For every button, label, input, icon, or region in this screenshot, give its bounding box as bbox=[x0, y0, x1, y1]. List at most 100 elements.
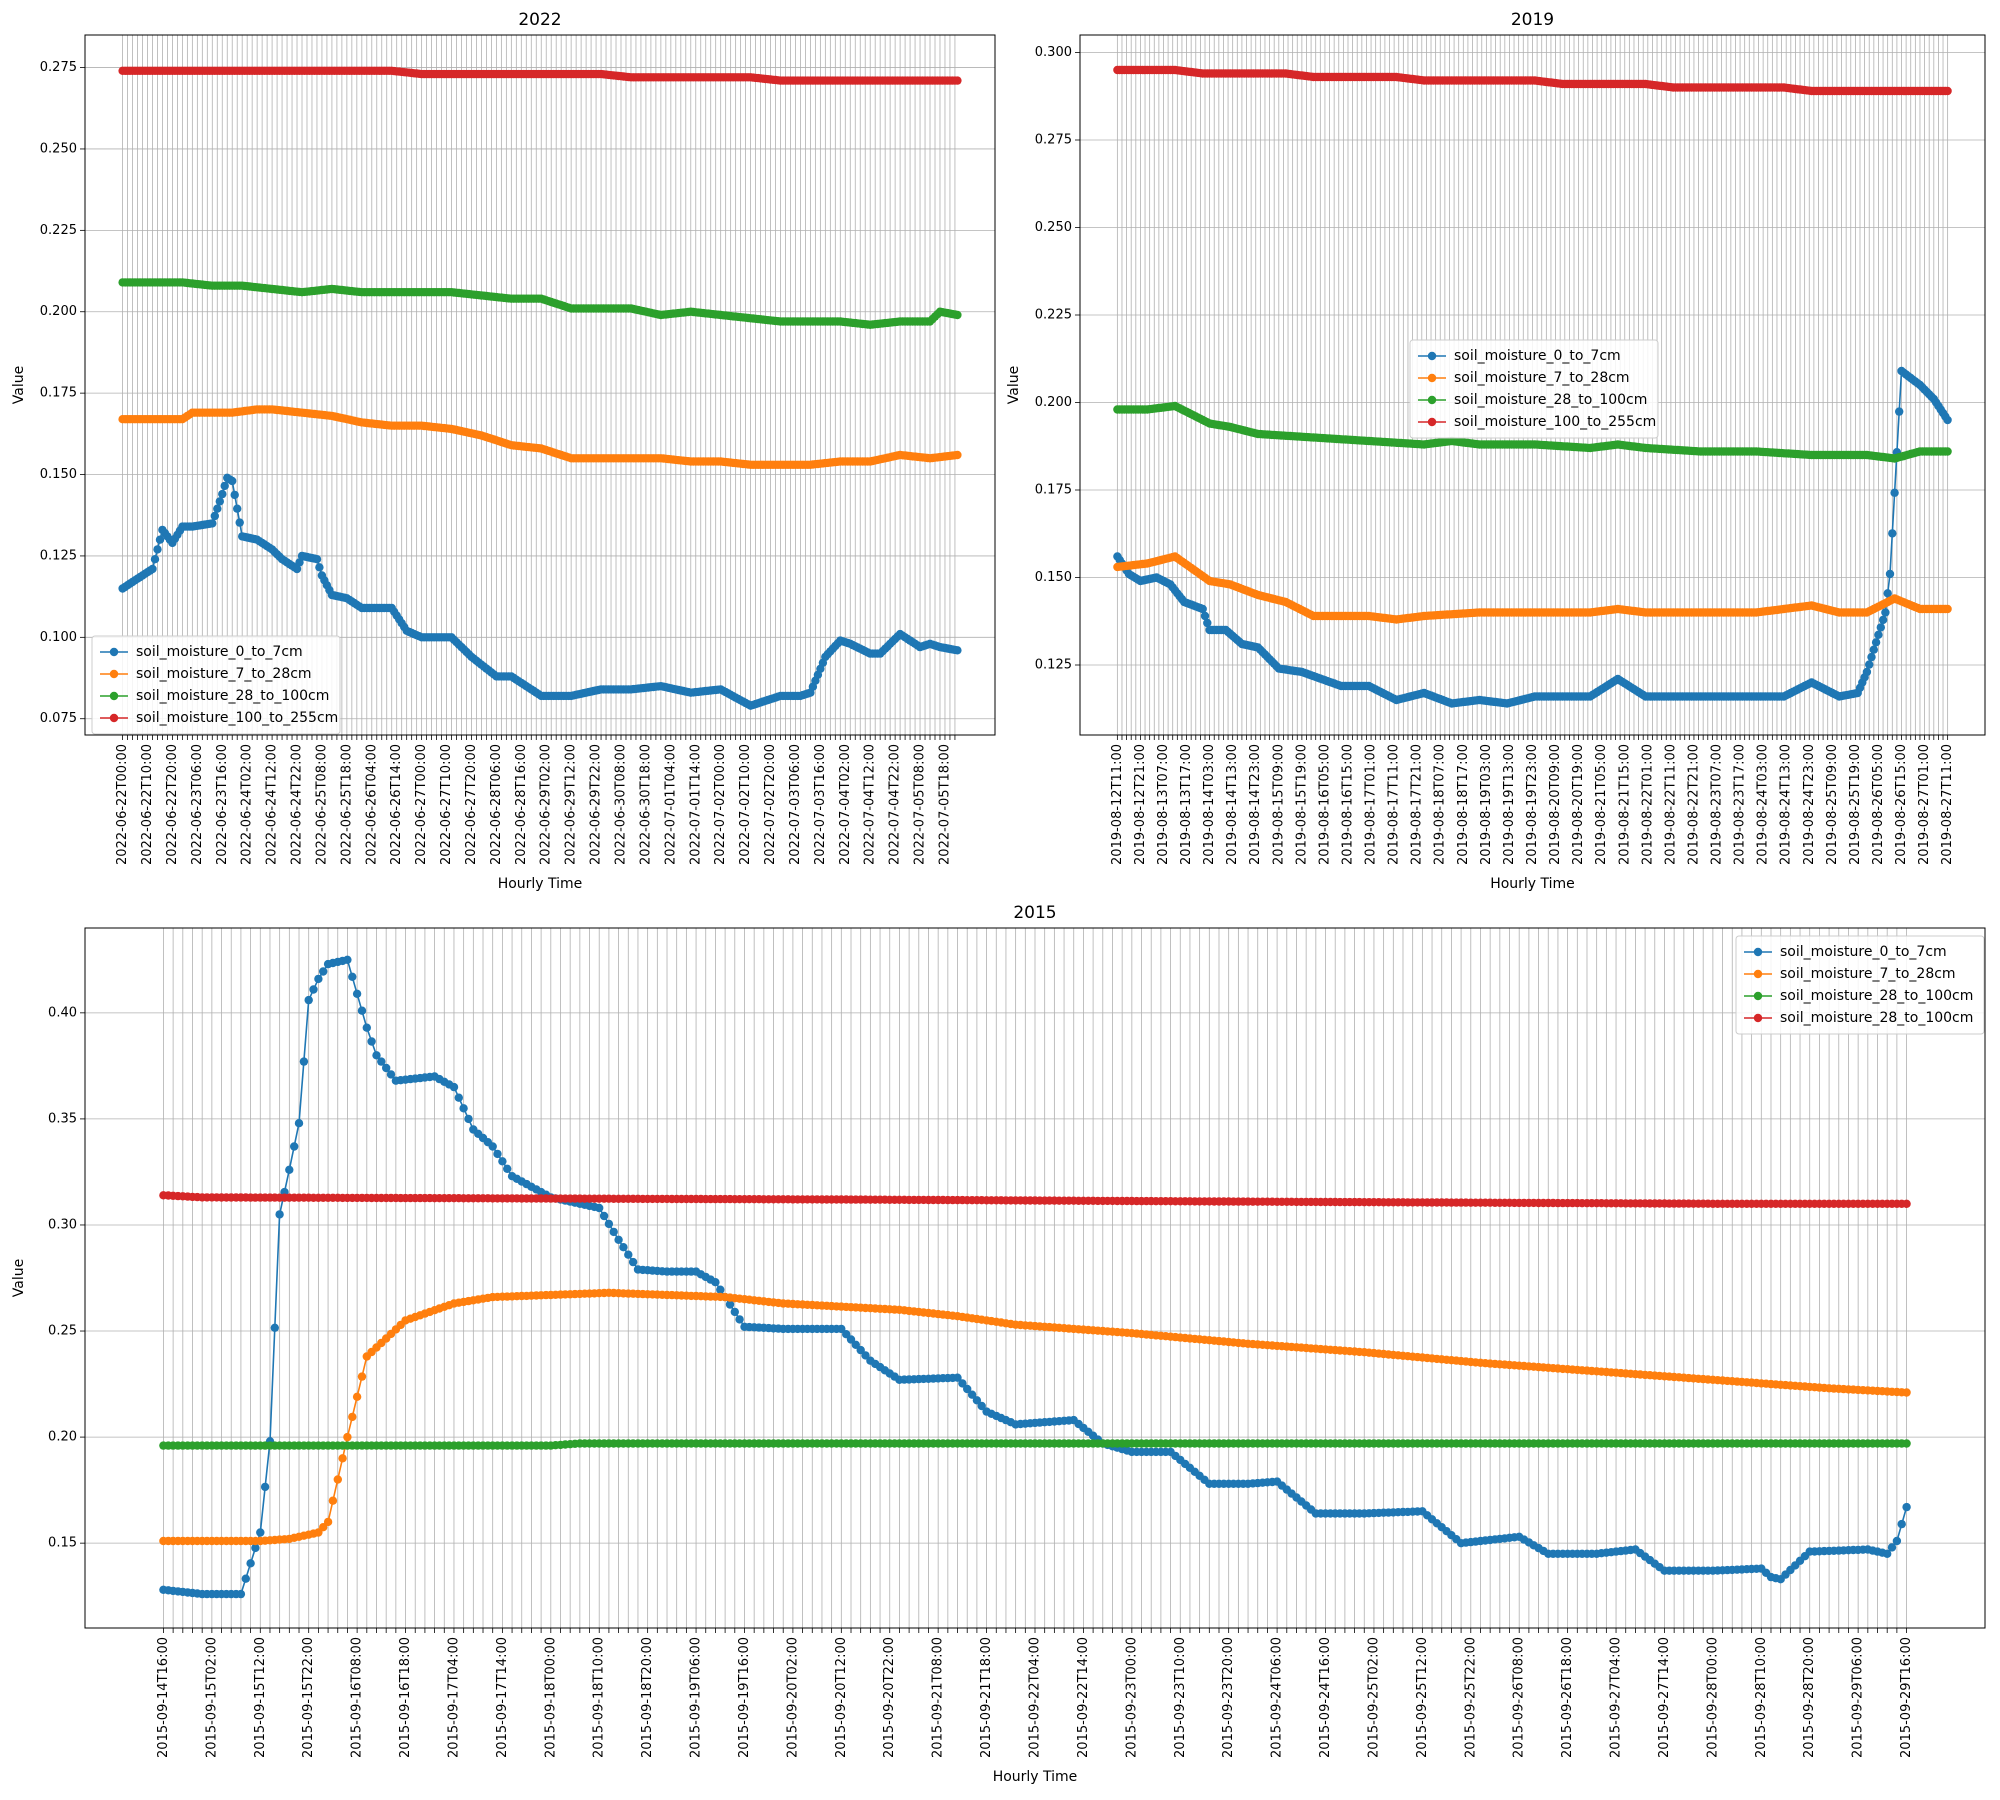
data-point bbox=[953, 1373, 962, 1382]
x-tick-label: 2019-08-24T23:00 bbox=[1802, 744, 1817, 865]
x-tick-label: 2019-08-17T11:00 bbox=[1387, 744, 1402, 865]
x-tick-label: 2015-09-23T10:00 bbox=[1173, 1637, 1188, 1758]
data-point bbox=[251, 1543, 260, 1553]
y-tick-label: 0.225 bbox=[40, 223, 77, 238]
data-point bbox=[861, 1351, 870, 1360]
x-tick-label: 2015-09-25T12:00 bbox=[1415, 1637, 1430, 1758]
legend-label: soil_moisture_0_to_7cm bbox=[1454, 348, 1621, 364]
data-point bbox=[619, 1243, 628, 1252]
data-point bbox=[1897, 1519, 1906, 1529]
x-tick-label: 2022-06-26T04:00 bbox=[364, 744, 379, 865]
x-tick-label: 2015-09-19T16:00 bbox=[737, 1637, 752, 1758]
data-point bbox=[372, 1051, 381, 1060]
data-point bbox=[1902, 1388, 1911, 1397]
x-tick-label: 2015-09-24T06:00 bbox=[1270, 1637, 1285, 1758]
data-point bbox=[1885, 569, 1895, 579]
data-point bbox=[977, 1401, 986, 1411]
data-point bbox=[1203, 618, 1212, 628]
data-point bbox=[1874, 630, 1883, 639]
x-tick-label: 2022-07-03T06:00 bbox=[788, 744, 803, 865]
x-tick-label: 2022-06-30T18:00 bbox=[638, 744, 653, 865]
data-point bbox=[150, 555, 160, 564]
data-point bbox=[953, 646, 962, 655]
data-point bbox=[498, 1157, 507, 1166]
plot-frame bbox=[1079, 34, 1986, 736]
x-gridlines bbox=[163, 928, 1907, 1628]
x-tick-label: 2022-07-01T04:00 bbox=[663, 744, 678, 865]
x-tick-label: 2015-09-16T18:00 bbox=[398, 1637, 413, 1758]
x-tick-label: 2015-09-20T02:00 bbox=[785, 1637, 800, 1758]
chart-title: 2019 bbox=[1511, 10, 1554, 30]
y-tick-label: 0.175 bbox=[1035, 483, 1072, 498]
x-tick-label: 2022-06-23T06:00 bbox=[190, 744, 205, 865]
data-point bbox=[235, 518, 244, 527]
data-point bbox=[1902, 1502, 1911, 1512]
x-tick-label: 2015-09-21T08:00 bbox=[931, 1637, 946, 1758]
data-point bbox=[725, 1300, 735, 1309]
x-tick-label: 2022-07-04T22:00 bbox=[888, 744, 903, 865]
legend-box bbox=[1409, 339, 1659, 439]
data-point bbox=[333, 1475, 342, 1484]
data-point bbox=[377, 1057, 386, 1066]
x-tick-label: 2019-08-22T11:00 bbox=[1663, 744, 1678, 865]
x-tick-label: 2015-09-25T02:00 bbox=[1366, 1637, 1381, 1758]
data-point bbox=[309, 985, 318, 994]
x-tick-label: 2022-06-30T08:00 bbox=[613, 744, 628, 865]
x-tick-label: 2015-09-15T02:00 bbox=[204, 1637, 219, 1758]
x-tick-label: 2022-06-22T00:00 bbox=[115, 744, 130, 865]
x-tick-label: 2022-06-23T16:00 bbox=[215, 744, 230, 865]
data-point bbox=[343, 1432, 352, 1442]
data-point bbox=[352, 989, 362, 998]
data-point bbox=[256, 1528, 265, 1537]
series-soil_moisture_7_to_28cm bbox=[118, 405, 962, 469]
data-point bbox=[348, 1412, 357, 1422]
data-point bbox=[338, 1454, 347, 1463]
y-tick-label: 0.35 bbox=[48, 1111, 77, 1126]
x-tick-label: 2015-09-20T22:00 bbox=[882, 1637, 897, 1758]
x-tick-label: 2022-06-22T20:00 bbox=[165, 744, 180, 865]
data-point bbox=[609, 1227, 618, 1237]
x-tick-label: 2022-07-01T14:00 bbox=[688, 744, 703, 865]
series-soil_moisture_7_to_28cm bbox=[159, 1288, 1911, 1546]
data-point bbox=[711, 1278, 720, 1287]
data-point bbox=[215, 497, 224, 506]
x-tick-label: 2015-09-29T16:00 bbox=[1899, 1637, 1914, 1758]
y-tick-label: 0.15 bbox=[48, 1536, 77, 1551]
x-axis-label: Hourly Time bbox=[1490, 876, 1575, 892]
data-point bbox=[488, 1142, 497, 1151]
x-tick-label: 2022-06-27T00:00 bbox=[414, 744, 429, 865]
data-point bbox=[294, 1119, 304, 1128]
x-tick-label: 2015-09-28T00:00 bbox=[1705, 1637, 1720, 1758]
legend-swatch-marker bbox=[1427, 373, 1437, 383]
data-point bbox=[148, 564, 157, 574]
x-tick-label: 2015-09-23T00:00 bbox=[1124, 1637, 1139, 1758]
data-point bbox=[953, 76, 962, 85]
y-tick-label: 0.275 bbox=[1035, 133, 1072, 148]
x-tick-label: 2022-06-29T02:00 bbox=[539, 744, 554, 865]
x-tick-label: 2022-07-02T20:00 bbox=[763, 744, 778, 865]
x-tick-label: 2015-09-15T12:00 bbox=[253, 1637, 268, 1758]
chart-panel-2015: 2015-09-14T16:00 2015-09-15T02:00 2015-09-… bbox=[11, 903, 1986, 1785]
y-tick-label: 0.150 bbox=[40, 467, 77, 482]
x-tick-label: 2019-08-20T09:00 bbox=[1548, 744, 1563, 865]
y-axis-label: Value bbox=[1006, 366, 1022, 404]
data-point bbox=[614, 1235, 623, 1245]
legend-swatch-marker bbox=[109, 691, 119, 701]
data-point bbox=[851, 1340, 860, 1350]
series-soil_moisture_100_to_255cm bbox=[118, 66, 962, 85]
data-point bbox=[386, 1070, 396, 1079]
x-tick-label: 2019-08-24T03:00 bbox=[1756, 744, 1771, 865]
series-soil_moisture_28_to_100cm bbox=[1113, 401, 1952, 463]
x-tick-label: 2015-09-22T04:00 bbox=[1028, 1637, 1043, 1758]
data-point bbox=[493, 1149, 502, 1159]
legend-swatch-marker bbox=[109, 669, 119, 679]
data-point bbox=[319, 1523, 328, 1532]
data-point bbox=[220, 481, 229, 491]
data-point bbox=[449, 1082, 459, 1092]
data-point bbox=[236, 1589, 246, 1599]
legend-box bbox=[91, 635, 341, 735]
x-tick-label: 2019-08-13T07:00 bbox=[1156, 744, 1171, 865]
x-tick-label: 2015-09-18T20:00 bbox=[640, 1637, 655, 1758]
x-tick-label: 2022-06-29T12:00 bbox=[564, 744, 579, 865]
x-tick-label: 2022-06-24T02:00 bbox=[240, 744, 255, 865]
